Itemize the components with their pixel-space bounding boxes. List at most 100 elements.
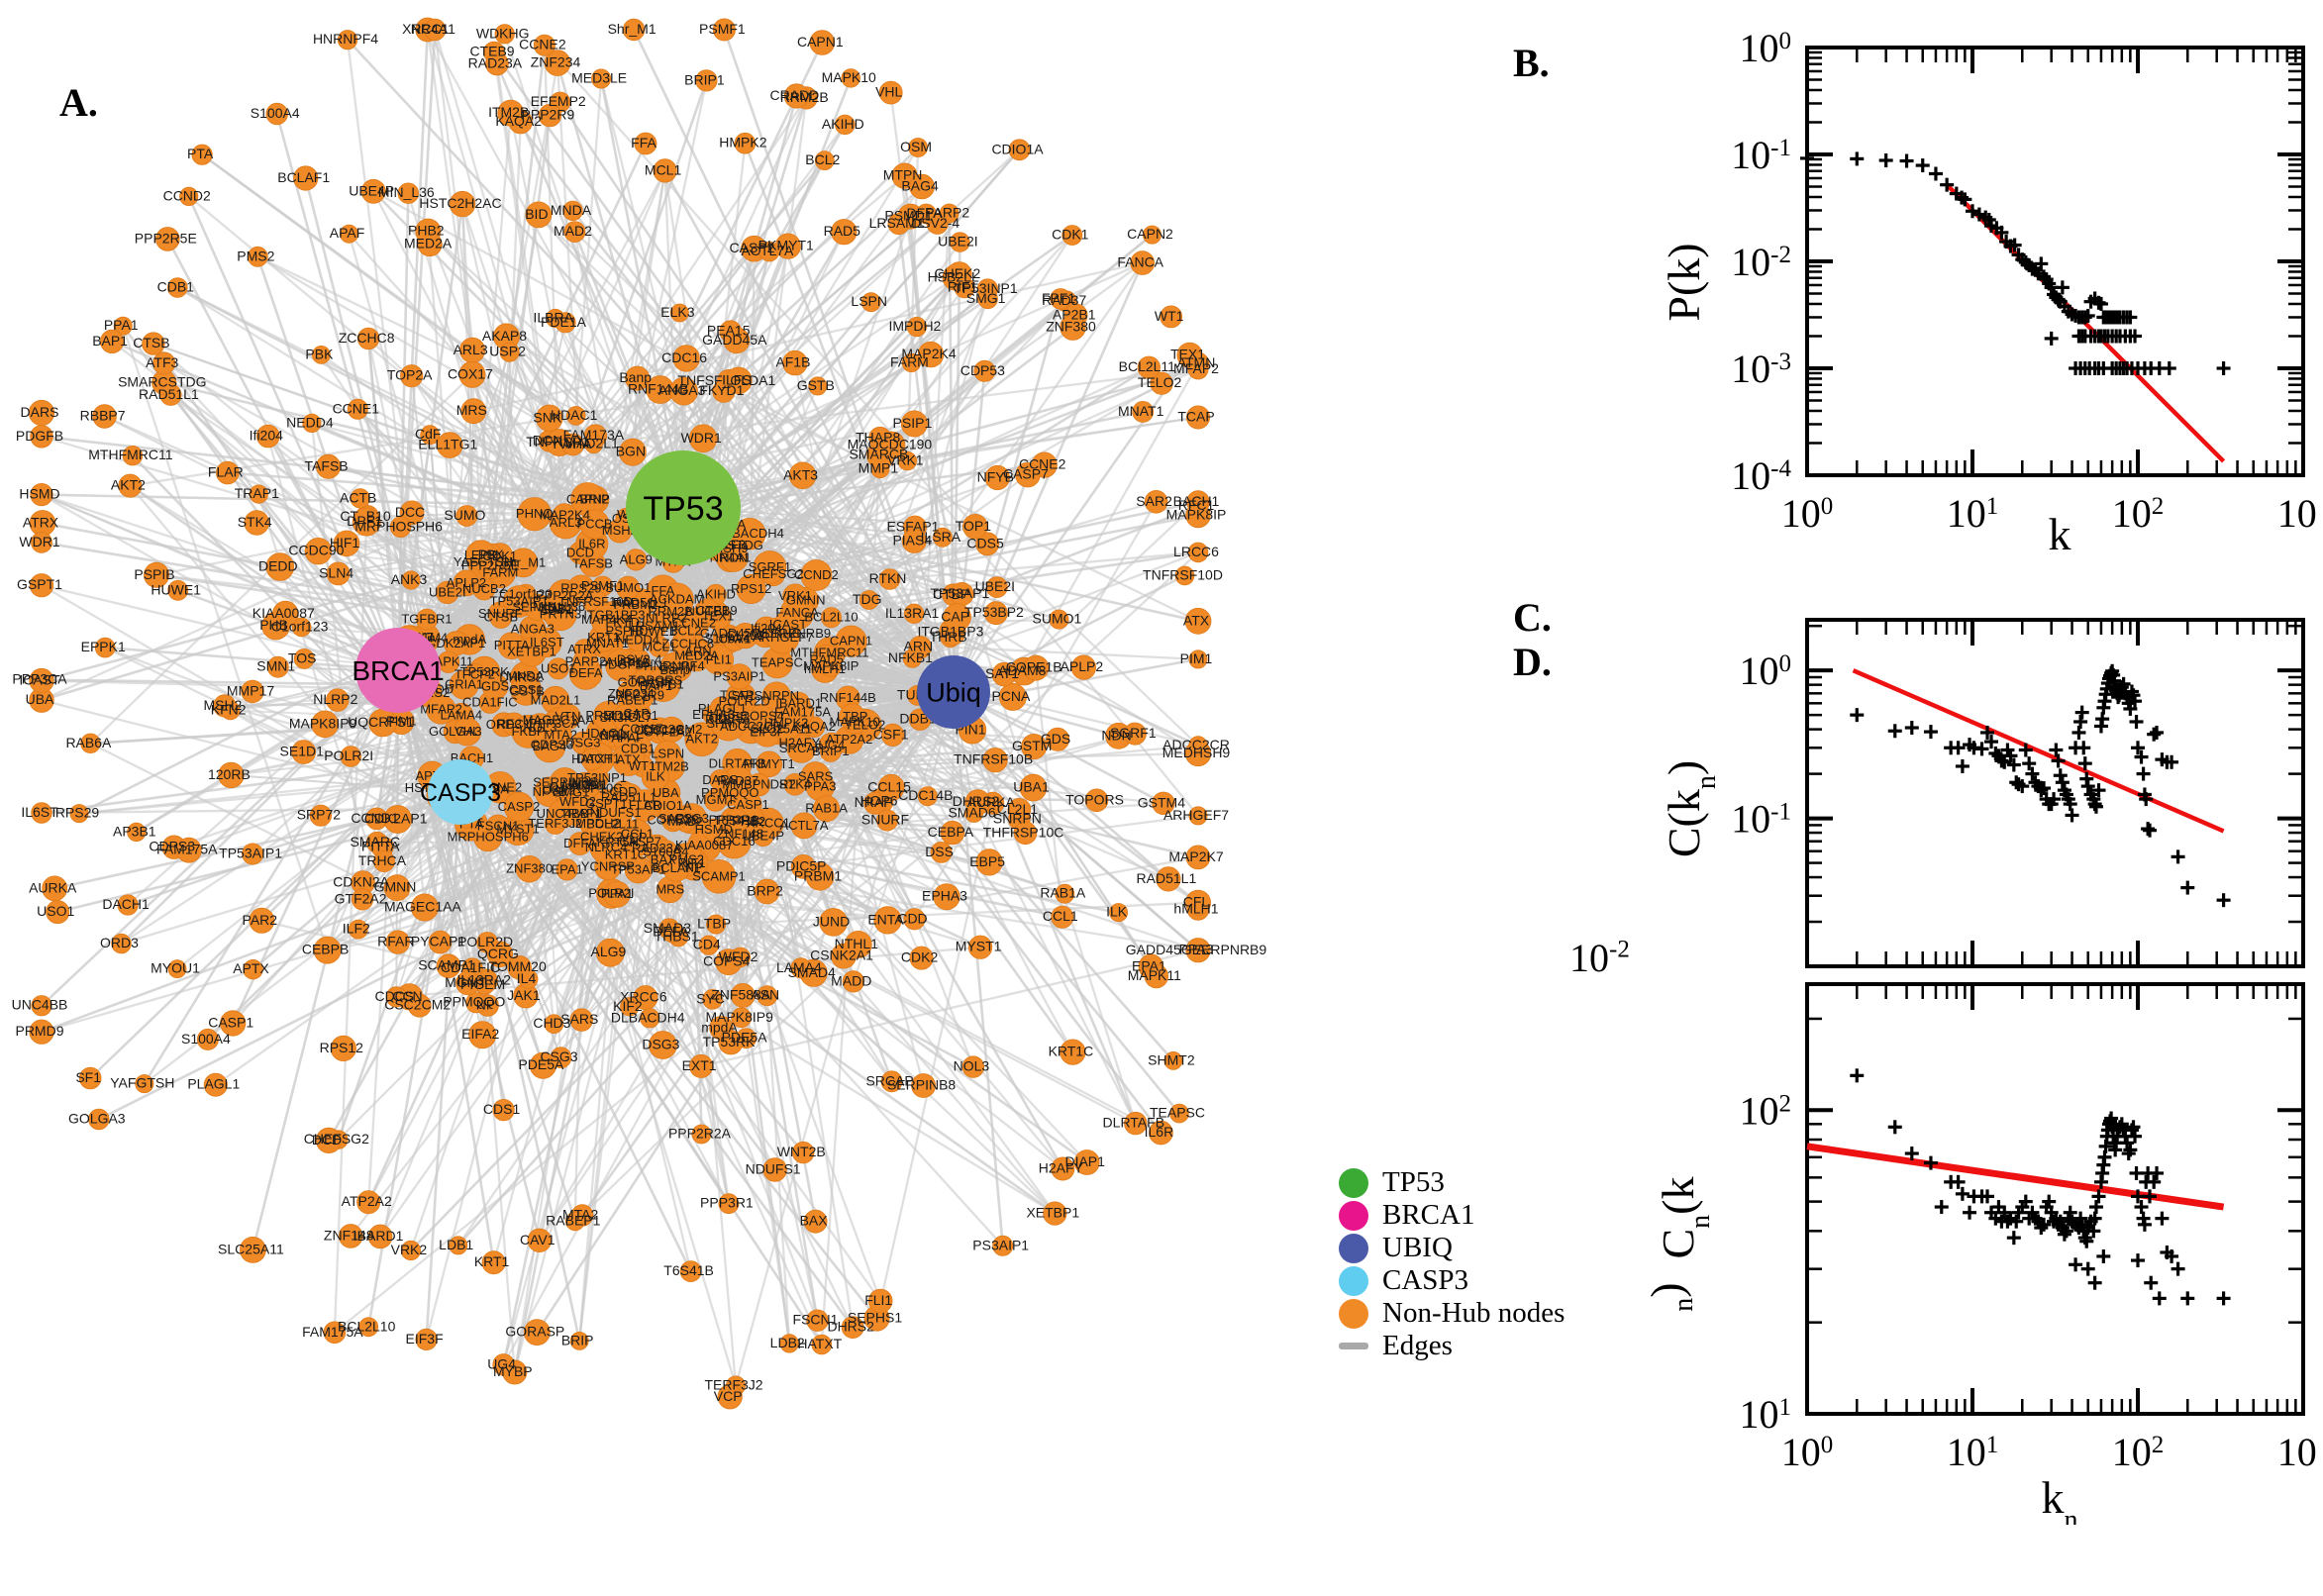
network-node[interactable] xyxy=(684,722,719,756)
network-node[interactable] xyxy=(917,786,938,807)
network-node[interactable] xyxy=(783,772,807,796)
network-node[interactable] xyxy=(757,985,778,1007)
network-node[interactable] xyxy=(991,661,1017,687)
network-node[interactable] xyxy=(424,18,447,42)
network-node[interactable] xyxy=(800,559,833,591)
network-node[interactable] xyxy=(356,327,380,350)
network-node[interactable] xyxy=(982,748,1008,773)
network-node[interactable] xyxy=(909,946,934,970)
network-node[interactable] xyxy=(196,1028,219,1050)
network-node[interactable] xyxy=(731,1007,753,1029)
network-node[interactable] xyxy=(1060,1039,1086,1065)
network-node[interactable] xyxy=(499,342,520,362)
network-node[interactable] xyxy=(698,935,719,955)
network-node[interactable] xyxy=(786,734,816,763)
network-node[interactable] xyxy=(569,1332,589,1350)
network-node[interactable] xyxy=(858,590,879,610)
network-node[interactable] xyxy=(985,576,1008,598)
network-node[interactable] xyxy=(569,1008,594,1032)
network-node[interactable] xyxy=(768,706,804,741)
network-node[interactable] xyxy=(46,900,70,925)
network-node[interactable] xyxy=(646,667,681,702)
network-node[interactable] xyxy=(1073,1149,1100,1175)
network-node[interactable] xyxy=(351,888,374,911)
network-node[interactable] xyxy=(596,938,625,967)
network-node[interactable] xyxy=(930,842,953,863)
network-node[interactable] xyxy=(313,936,342,964)
network-node[interactable] xyxy=(326,688,350,712)
network-node[interactable] xyxy=(809,30,836,55)
network-node[interactable] xyxy=(243,959,263,980)
network-node[interactable] xyxy=(400,364,424,388)
network-node[interactable] xyxy=(1061,225,1083,246)
network-node[interactable] xyxy=(544,1014,564,1034)
network-node[interactable] xyxy=(247,246,268,267)
network-node[interactable] xyxy=(669,376,698,406)
network-node[interactable] xyxy=(1007,797,1032,822)
network-node[interactable] xyxy=(783,83,810,109)
network-node[interactable] xyxy=(790,957,812,979)
network-node[interactable] xyxy=(726,663,753,690)
network-node[interactable] xyxy=(723,327,751,354)
network-node[interactable] xyxy=(515,855,544,883)
network-node[interactable] xyxy=(481,673,509,700)
network-node[interactable] xyxy=(819,908,848,937)
network-node[interactable] xyxy=(356,1190,381,1215)
network-node[interactable] xyxy=(373,850,395,872)
network-node[interactable] xyxy=(806,1309,829,1332)
network-node[interactable] xyxy=(811,1334,833,1355)
network-node[interactable] xyxy=(1124,1111,1148,1136)
network-node[interactable] xyxy=(503,791,535,823)
network-node[interactable] xyxy=(555,703,581,731)
network-node[interactable] xyxy=(694,598,721,625)
network-node[interactable] xyxy=(565,406,586,426)
network-node[interactable] xyxy=(547,657,569,680)
network-node[interactable] xyxy=(113,316,133,336)
network-node[interactable] xyxy=(242,843,264,865)
network-node[interactable] xyxy=(808,376,828,396)
network-node[interactable] xyxy=(1070,654,1097,680)
network-node[interactable] xyxy=(291,740,317,764)
network-node[interactable] xyxy=(691,1124,712,1145)
network-node[interactable] xyxy=(239,1237,266,1263)
network-node[interactable] xyxy=(803,1209,828,1234)
network-node[interactable] xyxy=(1185,845,1211,870)
network-node[interactable] xyxy=(973,359,996,382)
network-node[interactable] xyxy=(127,822,147,843)
network-node[interactable] xyxy=(420,425,441,446)
network-node[interactable] xyxy=(873,906,902,935)
network-node[interactable] xyxy=(271,600,299,628)
network-node[interactable] xyxy=(1049,609,1069,630)
network-node[interactable] xyxy=(536,404,563,433)
network-node[interactable] xyxy=(78,1066,102,1090)
network-node[interactable] xyxy=(266,655,289,678)
network-node[interactable] xyxy=(754,878,780,905)
network-node[interactable] xyxy=(30,482,53,507)
network-node[interactable] xyxy=(167,277,188,298)
network-node[interactable] xyxy=(730,983,756,1008)
network-node[interactable] xyxy=(591,68,612,89)
network-node[interactable] xyxy=(562,200,583,222)
network-node[interactable] xyxy=(589,831,623,864)
network-node[interactable] xyxy=(544,597,577,632)
network-node[interactable] xyxy=(1185,938,1211,963)
network-node[interactable] xyxy=(525,201,553,229)
network-node[interactable] xyxy=(436,953,461,978)
network-node[interactable] xyxy=(511,714,546,748)
network-node[interactable] xyxy=(255,424,280,449)
network-node[interactable] xyxy=(1013,821,1038,846)
network-node[interactable] xyxy=(1185,889,1212,916)
network-node[interactable] xyxy=(358,1317,379,1338)
network-node[interactable] xyxy=(641,762,669,791)
network-node[interactable] xyxy=(901,528,927,553)
network-node[interactable] xyxy=(426,694,456,725)
network-node[interactable] xyxy=(998,682,1027,711)
network-node[interactable] xyxy=(835,625,867,657)
network-node[interactable] xyxy=(492,1099,515,1122)
network-node[interactable] xyxy=(900,410,928,438)
network-node[interactable] xyxy=(367,1224,393,1249)
network-node[interactable] xyxy=(1188,649,1208,669)
network-node[interactable] xyxy=(625,365,651,391)
network-node[interactable] xyxy=(401,570,421,590)
network-node[interactable] xyxy=(311,710,339,739)
